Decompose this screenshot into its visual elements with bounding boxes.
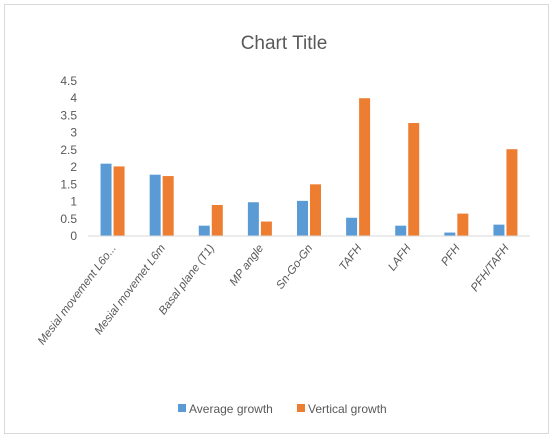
bar-average-growth	[198, 225, 210, 236]
bar-average-growth	[247, 202, 259, 236]
bar-vertical-growth	[162, 176, 174, 236]
legend-label: Average growth	[189, 402, 273, 416]
y-tick-label: 4.5	[60, 74, 77, 88]
y-tick-label: 4	[70, 91, 77, 105]
legend-label: Vertical growth	[308, 402, 387, 416]
bars	[100, 98, 518, 236]
y-axis: 0 0.5 1 1.5 2 2.5 3 3.5 4 4.5	[60, 74, 77, 243]
bar-vertical-growth	[260, 221, 272, 236]
bar-vertical-growth	[113, 166, 125, 236]
bar-vertical-growth	[310, 184, 321, 236]
x-axis-labels: Mesial movement L6o...Mesial movemet L6m…	[36, 242, 512, 347]
bar-average-growth	[444, 232, 456, 236]
y-tick-label: 3.5	[60, 108, 77, 122]
bar-average-growth	[346, 217, 358, 236]
bar-vertical-growth	[506, 149, 518, 236]
x-category-label: TAFH	[337, 242, 365, 273]
bar-average-growth	[149, 174, 161, 236]
y-tick-label: 0	[70, 229, 77, 243]
y-tick-label: 3	[70, 126, 77, 140]
x-category-label: Sn-Go-Gn	[274, 243, 315, 292]
x-category-label: MP angle	[228, 243, 267, 289]
bar-vertical-growth	[211, 205, 223, 236]
x-category-label: LAFH	[386, 242, 414, 273]
y-tick-label: 2	[70, 160, 77, 174]
legend: Average growth Vertical growth	[178, 402, 387, 416]
x-category-label: Basal plane (T1)	[157, 242, 217, 317]
bar-average-growth	[297, 200, 308, 236]
y-tick-label: 1.5	[60, 177, 77, 191]
bar-vertical-growth	[359, 98, 371, 236]
legend-swatch	[297, 404, 305, 412]
x-category-label: PFH	[439, 242, 463, 268]
y-tick-label: 1	[70, 195, 77, 209]
x-category-label: PFH/TAFH	[469, 242, 512, 294]
y-tick-label: 0.5	[60, 212, 77, 226]
bar-vertical-growth	[408, 123, 420, 236]
y-tick-label: 2.5	[60, 143, 77, 157]
x-category-label: Mesial movement L6o...	[36, 243, 119, 348]
bar-average-growth	[395, 225, 407, 236]
legend-swatch	[178, 404, 186, 412]
bar-vertical-growth	[457, 213, 469, 236]
bar-average-growth	[100, 163, 112, 236]
bar-average-growth	[493, 224, 505, 236]
chart-title: Chart Title	[241, 33, 328, 54]
